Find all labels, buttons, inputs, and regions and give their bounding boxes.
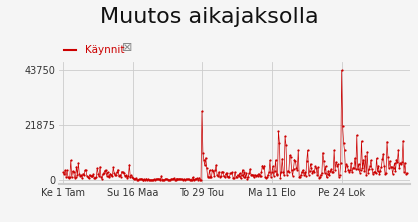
Text: Muutos aikajaksolla: Muutos aikajaksolla	[99, 7, 319, 27]
Legend: Käynnit: Käynnit	[64, 45, 124, 56]
Text: ⊠: ⊠	[122, 42, 132, 54]
